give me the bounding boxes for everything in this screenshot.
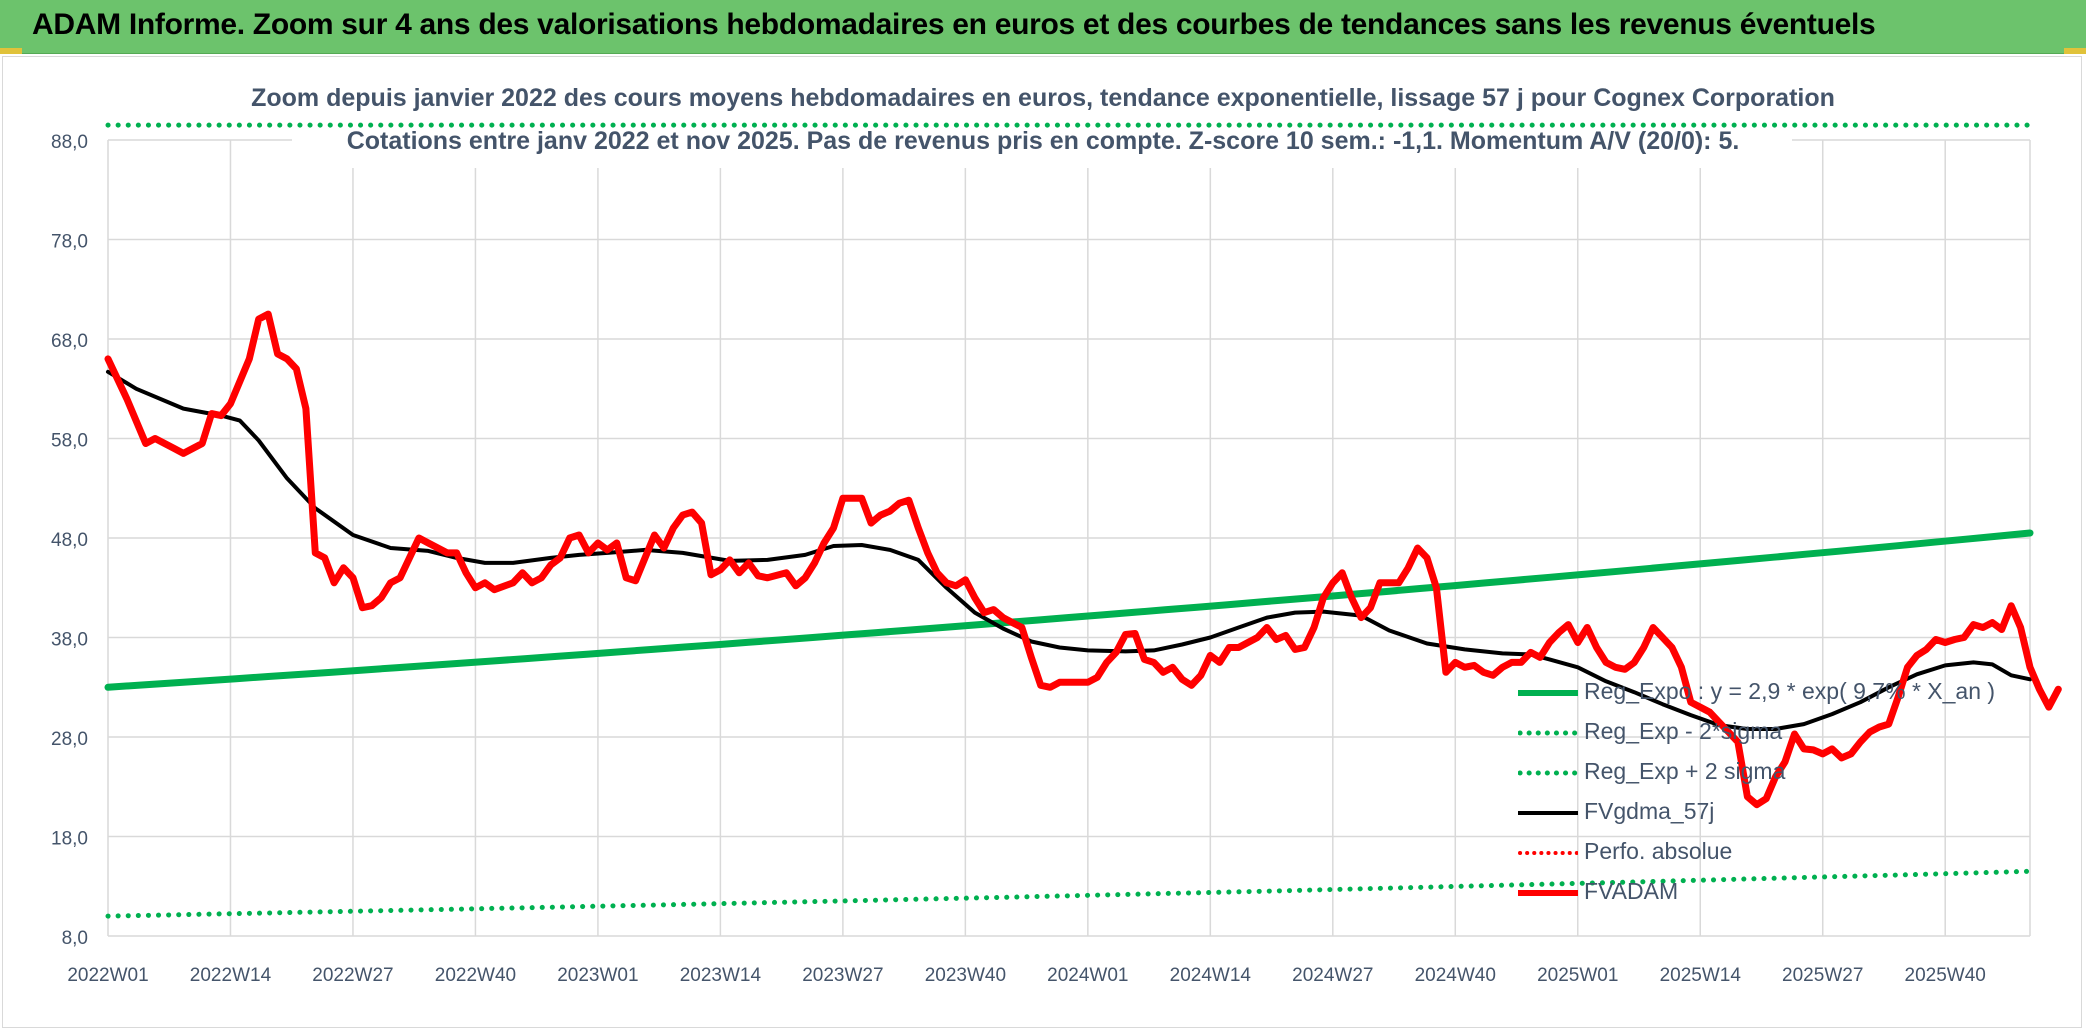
legend-swatch-reg-exp-minus [1518, 730, 1578, 736]
legend-item-perfo[interactable]: Perfo. absolue [1518, 836, 1998, 876]
x-tick-label: 2025W27 [1782, 965, 1863, 986]
y-tick-label: 48,0 [51, 530, 88, 551]
series-reg-expo [104, 529, 2034, 691]
x-tick-label: 2023W01 [557, 965, 638, 986]
x-tick-label: 2024W14 [1170, 965, 1252, 986]
y-tick-label: 38,0 [51, 630, 88, 651]
banner-corner-right [2064, 48, 2086, 54]
report-banner: ADAM Informe. Zoom sur 4 ans des valoris… [0, 0, 2086, 54]
legend-label-fvgdma: FVgdma_57j [1584, 798, 1715, 824]
chart-title-line1: Zoom depuis janvier 2022 des cours moyen… [251, 84, 1835, 112]
legend-label-reg-exp-plus: Reg_Exp + 2 sigma [1584, 758, 1786, 784]
legend-label-reg-exp-minus: Reg_Exp - 2*sigma [1584, 718, 1783, 744]
legend-swatch-reg-expo [1518, 690, 1578, 696]
x-tick-label: 2024W40 [1415, 965, 1496, 986]
x-tick-label: 2023W14 [680, 965, 762, 986]
legend-label-fvadam: FVADAM [1584, 878, 1679, 904]
legend-item-reg-expo[interactable]: Reg_Expo : y = 2,9 * exp( 9,7% * X_an ) [1518, 676, 1998, 716]
y-tick-label: 8,0 [62, 928, 88, 949]
legend-swatch-fvgdma [1518, 811, 1578, 815]
y-tick-label: 88,0 [51, 132, 88, 153]
legend-swatch-reg-exp-plus [1518, 770, 1578, 776]
y-tick-label: 78,0 [51, 232, 88, 253]
legend-item-fvadam[interactable]: FVADAM [1518, 876, 1998, 916]
legend-item-reg-exp-minus[interactable]: Reg_Exp - 2*sigma [1518, 716, 1998, 756]
chart-title-line2: Cotations entre janv 2022 et nov 2025. P… [346, 127, 1740, 155]
x-tick-label: 2022W14 [190, 965, 272, 986]
legend-swatch-perfo [1518, 851, 1578, 855]
y-tick-label: 58,0 [51, 431, 88, 452]
y-tick-label: 68,0 [51, 331, 88, 352]
legend-label-reg-expo: Reg_Expo : y = 2,9 * exp( 9,7% * X_an ) [1584, 678, 1996, 704]
report-title: ADAM Informe. Zoom sur 4 ans des valoris… [32, 8, 1876, 41]
chart-legend: Reg_Expo : y = 2,9 * exp( 9,7% * X_an ) … [1518, 676, 1998, 916]
chart-frame [2, 56, 2082, 1028]
y-tick-label: 18,0 [51, 829, 88, 850]
legend-item-reg-exp-plus[interactable]: Reg_Exp + 2 sigma [1518, 756, 1998, 796]
x-tick-label: 2024W27 [1292, 965, 1373, 986]
x-tick-label: 2023W40 [925, 965, 1006, 986]
x-tick-label: 2022W01 [67, 965, 148, 986]
x-tick-label: 2023W27 [802, 965, 883, 986]
x-tick-label: 2025W14 [1660, 965, 1742, 986]
x-tick-label: 2022W40 [435, 965, 516, 986]
x-tick-label: 2025W40 [1905, 965, 1986, 986]
x-tick-label: 2024W01 [1047, 965, 1128, 986]
legend-label-perfo: Perfo. absolue [1584, 838, 1733, 864]
legend-swatch-fvadam [1518, 890, 1578, 896]
legend-item-fvgdma[interactable]: FVgdma_57j [1518, 796, 1998, 836]
series-fvadam [104, 310, 2062, 809]
x-tick-label: 2025W01 [1537, 965, 1618, 986]
banner-corner-left [0, 48, 22, 54]
x-tick-label: 2022W27 [312, 965, 393, 986]
series-reg-exp-minus-2sigma [105, 868, 2033, 919]
y-tick-label: 28,0 [51, 729, 88, 750]
